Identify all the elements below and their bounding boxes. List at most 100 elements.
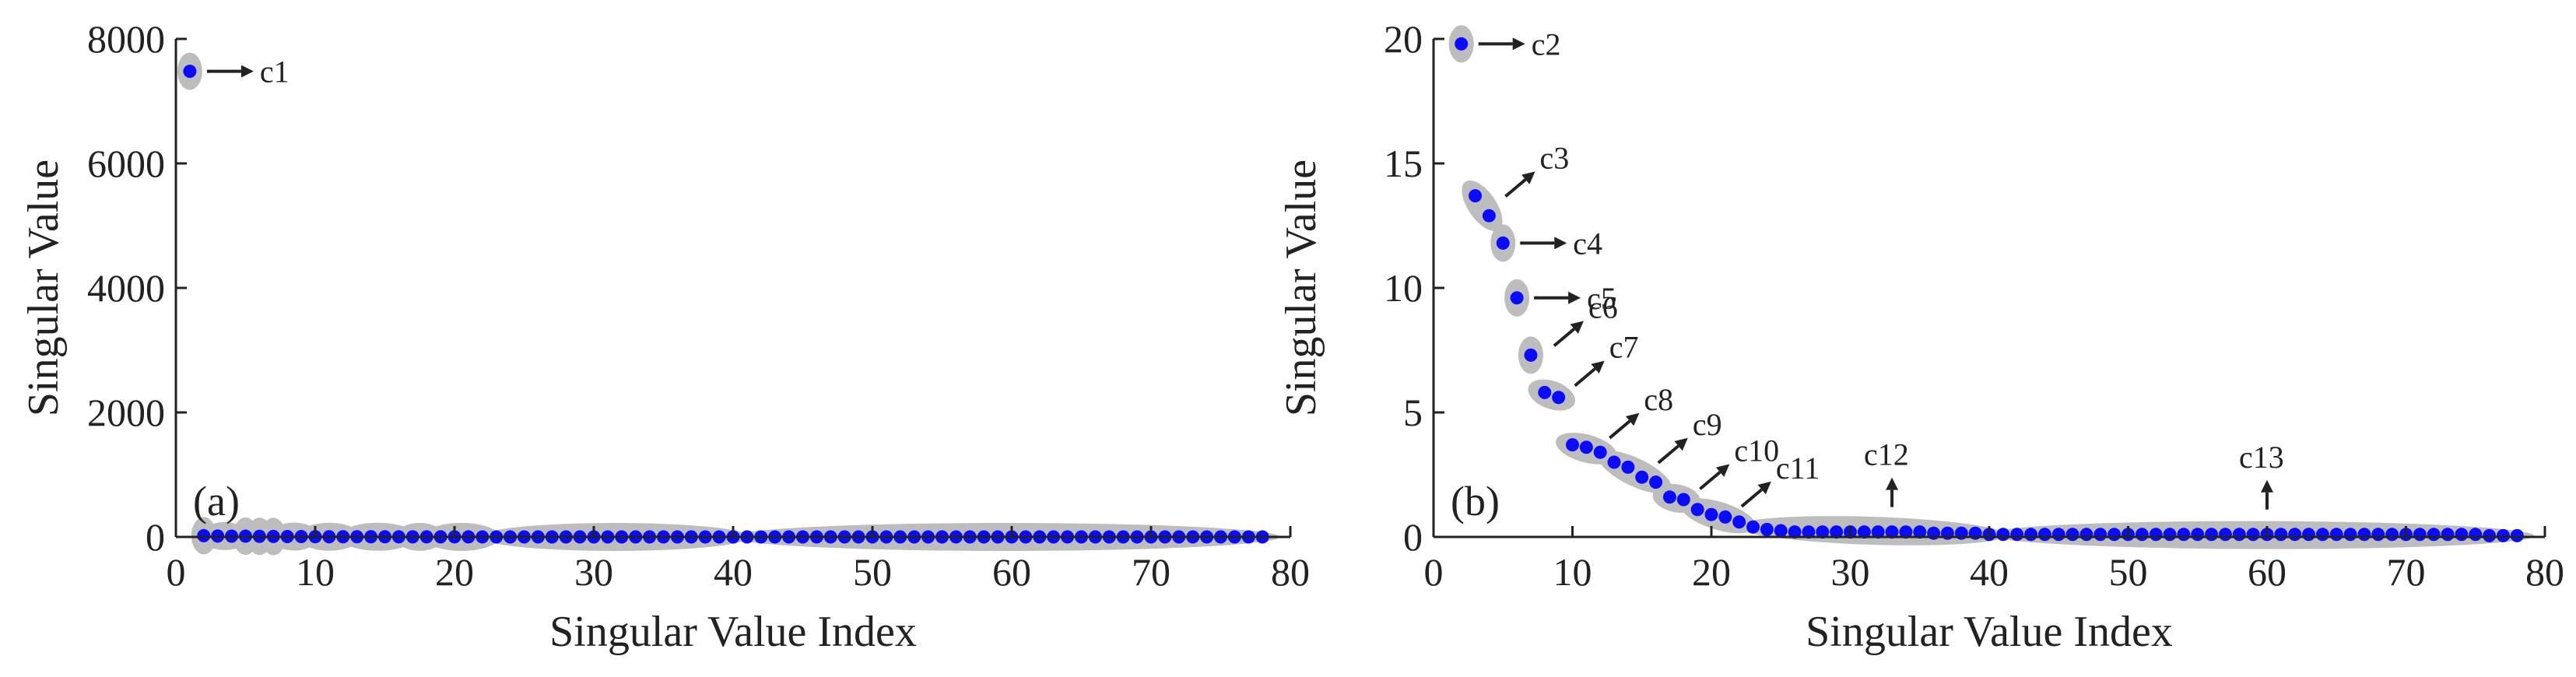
data-point (1524, 348, 1538, 362)
x-tick-label: 80 (2525, 550, 2564, 594)
annotation-c11-arrow-head (1757, 481, 1771, 495)
annotations: c1 (206, 54, 290, 89)
y-axis-title: Singular Value (1277, 160, 1325, 416)
group-ellipse-c13 (1985, 521, 2535, 549)
data-point (2371, 528, 2385, 542)
y-tick-label: 5 (1403, 391, 1423, 434)
x-tick-label: 70 (1132, 550, 1170, 594)
annotation-c5-arrow-head (1568, 291, 1581, 304)
data-point (2496, 528, 2510, 542)
data-point (2302, 528, 2316, 542)
data-point (2483, 528, 2497, 542)
data-point (183, 65, 197, 79)
data-point (2010, 528, 2024, 542)
data-point (1676, 493, 1690, 507)
annotation-c12-arrow-head (1886, 477, 1899, 490)
data-point (2205, 528, 2219, 542)
annotation-c10-arrow-head (1715, 464, 1730, 477)
data-point (1510, 291, 1524, 305)
data-point (2246, 528, 2260, 542)
data-point (1690, 503, 1704, 517)
data-point (197, 528, 211, 542)
data-point (2329, 528, 2343, 542)
data-point (1579, 440, 1593, 454)
x-tick-label: 40 (714, 550, 753, 594)
annotation-c13-arrow-head (2261, 479, 2273, 493)
x-tick-label: 70 (2387, 550, 2426, 594)
annotation-c5-label: c5 (1587, 281, 1616, 316)
data-point (2093, 528, 2107, 542)
x-axis-title: Singular Value Index (1806, 608, 2173, 656)
data-point (1746, 520, 1760, 534)
data-point (2149, 528, 2163, 542)
y-tick-label: 4000 (87, 266, 165, 310)
x-tick-label: 30 (1831, 550, 1870, 594)
data-point (1899, 525, 1913, 539)
data-point (2218, 528, 2232, 542)
y-tick-label: 15 (1384, 142, 1423, 185)
panel-b: 0 10 20 30 40 50 60 70 80 0 5 10 15 20 Singular Value … (1277, 17, 2564, 656)
data-point (2510, 528, 2524, 542)
data-point (1996, 528, 2010, 542)
data-point (2357, 528, 2371, 542)
x-tick-label: 20 (435, 550, 474, 594)
annotation-c3-arrow-line (1504, 178, 1527, 198)
data-point (2274, 528, 2288, 542)
annotation-c6-label: c6 (1588, 289, 1618, 324)
data-point (1496, 236, 1510, 250)
data-point (2024, 528, 2038, 542)
annotation-c7-arrow-head (1591, 360, 1605, 374)
data-point (1871, 525, 1885, 539)
y-tick-label: 2000 (87, 391, 165, 434)
x-axis-title: Singular Value Index (549, 608, 917, 656)
panel-label: (a) (193, 478, 240, 524)
data-point (1857, 525, 1871, 539)
data-point (2385, 528, 2399, 542)
y-tick-label: 20 (1384, 17, 1423, 61)
data-point (1830, 525, 1844, 539)
data-point (2037, 528, 2051, 542)
annotation-c2-label: c2 (1532, 26, 1561, 61)
annotation-c3-arrow-head (1521, 171, 1535, 184)
data-point (1482, 209, 1496, 223)
x-tick-label: 60 (992, 550, 1031, 594)
data-point (1816, 525, 1830, 539)
data-point (2107, 528, 2122, 542)
annotation-c10-arrow-line (1699, 471, 1721, 490)
y-tick-label: 0 (1403, 515, 1423, 559)
x-tick-label: 0 (167, 550, 186, 594)
x-tick-label: 60 (2248, 550, 2286, 594)
data-point (1538, 385, 1552, 399)
data-point (1760, 522, 1774, 536)
data-point (1732, 515, 1746, 529)
annotation-c3-label: c3 (1539, 140, 1569, 175)
annotation-c11-label: c11 (1776, 451, 1820, 486)
annotation-c6-arrow-line (1553, 328, 1575, 347)
annotation-c4-arrow-head (1554, 237, 1567, 250)
annotation-c4-label: c4 (1573, 226, 1602, 261)
data-point (2191, 528, 2205, 542)
x-tick-label: 30 (574, 550, 613, 594)
annotation-c1-arrow-head (240, 65, 254, 78)
data-point (1885, 525, 1899, 539)
x-tick-label: 20 (1692, 550, 1731, 594)
annotation-c9-arrow-line (1657, 444, 1679, 465)
data-point (2232, 528, 2246, 542)
data-point (1649, 475, 1663, 489)
data-point (1552, 391, 1566, 405)
annotation-c8-arrow-line (1609, 419, 1631, 440)
data-point (1802, 525, 1816, 539)
panel-a: 0 10 20 30 40 50 60 70 80 0 2000 4000 6000 8000 Singul… (19, 17, 1310, 656)
y-tick-label: 0 (146, 515, 165, 559)
annotation-c7-label: c7 (1609, 330, 1639, 365)
annotation-c11-arrow-line (1740, 488, 1763, 508)
data-point (2079, 528, 2093, 542)
data-point (1662, 490, 1676, 504)
data-point (2427, 528, 2441, 542)
annotation-c12-label: c12 (1864, 437, 1909, 472)
data-point (1469, 189, 1483, 203)
x-tick-label: 10 (296, 550, 335, 594)
data-point (1704, 507, 1718, 521)
